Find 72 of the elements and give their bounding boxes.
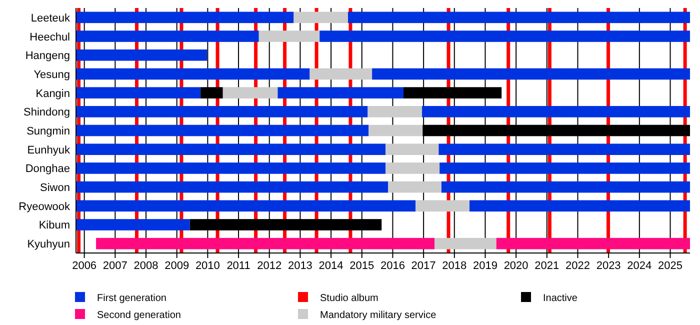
x-tick-label: 2018	[442, 260, 467, 272]
y-tick-label: Yesung	[34, 68, 70, 81]
x-tick-label: 2019	[472, 260, 498, 272]
x-tick-label: 2011	[226, 260, 250, 272]
bar	[438, 144, 690, 155]
x-tick-label: 2021	[534, 260, 560, 272]
x-tick-label: 2007	[102, 260, 128, 272]
y-tick-label: Ryeowook	[18, 200, 70, 213]
y-tick-label: Heechul	[30, 31, 70, 44]
bar	[434, 238, 496, 250]
bar	[76, 181, 388, 193]
bar	[388, 181, 442, 193]
y-tick-label: Kibum	[38, 220, 70, 232]
x-tick-label: 2009	[164, 260, 190, 272]
legend-label: First generation	[97, 293, 166, 304]
bar	[386, 162, 440, 174]
x-tick-label: 2010	[195, 260, 220, 272]
bar	[470, 200, 690, 212]
bar	[76, 106, 368, 118]
bar	[96, 238, 435, 250]
bar	[441, 181, 690, 193]
bar	[76, 200, 416, 212]
bar	[222, 87, 278, 98]
bar	[386, 144, 439, 155]
bar	[416, 200, 470, 212]
y-tick-label: Siwon	[40, 182, 70, 194]
x-tick-label: 2012	[257, 260, 282, 272]
x-tick-label: 2025	[658, 260, 683, 272]
bar	[294, 12, 348, 24]
bar	[310, 68, 372, 80]
bar	[496, 238, 690, 250]
bar	[76, 30, 259, 42]
x-tick-label: 2024	[627, 260, 652, 272]
x-tick-label: 2023	[596, 260, 621, 272]
bar	[76, 162, 386, 174]
x-tick-label: 2014	[318, 260, 344, 272]
bar	[76, 87, 201, 98]
bar	[372, 68, 690, 80]
bar	[76, 68, 310, 80]
bar	[76, 219, 190, 230]
x-tick-label: 2022	[566, 260, 590, 272]
bar	[76, 49, 208, 61]
y-tick-label: Leeteuk	[30, 12, 70, 24]
bar	[368, 106, 422, 118]
legend-label: Mandatory military service	[320, 310, 437, 321]
bar	[76, 12, 294, 24]
bar	[76, 144, 386, 155]
y-tick-label: Shindong	[24, 106, 70, 119]
x-tick-label: 2008	[134, 260, 158, 272]
x-tick-label: 2020	[504, 260, 528, 272]
y-tick-label: Eunhyuk	[27, 144, 70, 156]
y-tick-label: Sungmin	[26, 126, 70, 138]
bar	[368, 124, 423, 136]
bar	[278, 87, 404, 98]
x-tick-label: 2013	[288, 260, 312, 272]
bar	[76, 124, 369, 136]
bar	[320, 30, 690, 42]
bar	[348, 12, 690, 24]
y-tick-label: Kyuhyun	[27, 238, 70, 251]
bar	[258, 30, 320, 42]
x-tick-label: 2015	[350, 260, 374, 272]
legend-label: Second generation	[97, 310, 181, 321]
legend-label: Studio album	[320, 293, 378, 304]
y-tick-label: Kangin	[36, 88, 70, 100]
y-tick-label: Donghae	[25, 163, 70, 176]
x-tick-label: 2006	[72, 260, 97, 272]
x-tick-label: 2016	[380, 260, 405, 272]
y-tick-label: Hangeng	[25, 50, 70, 62]
legend-label: Inactive	[543, 293, 578, 304]
x-tick-label: 2017	[411, 260, 436, 272]
bar	[440, 162, 690, 174]
bar	[422, 106, 690, 118]
